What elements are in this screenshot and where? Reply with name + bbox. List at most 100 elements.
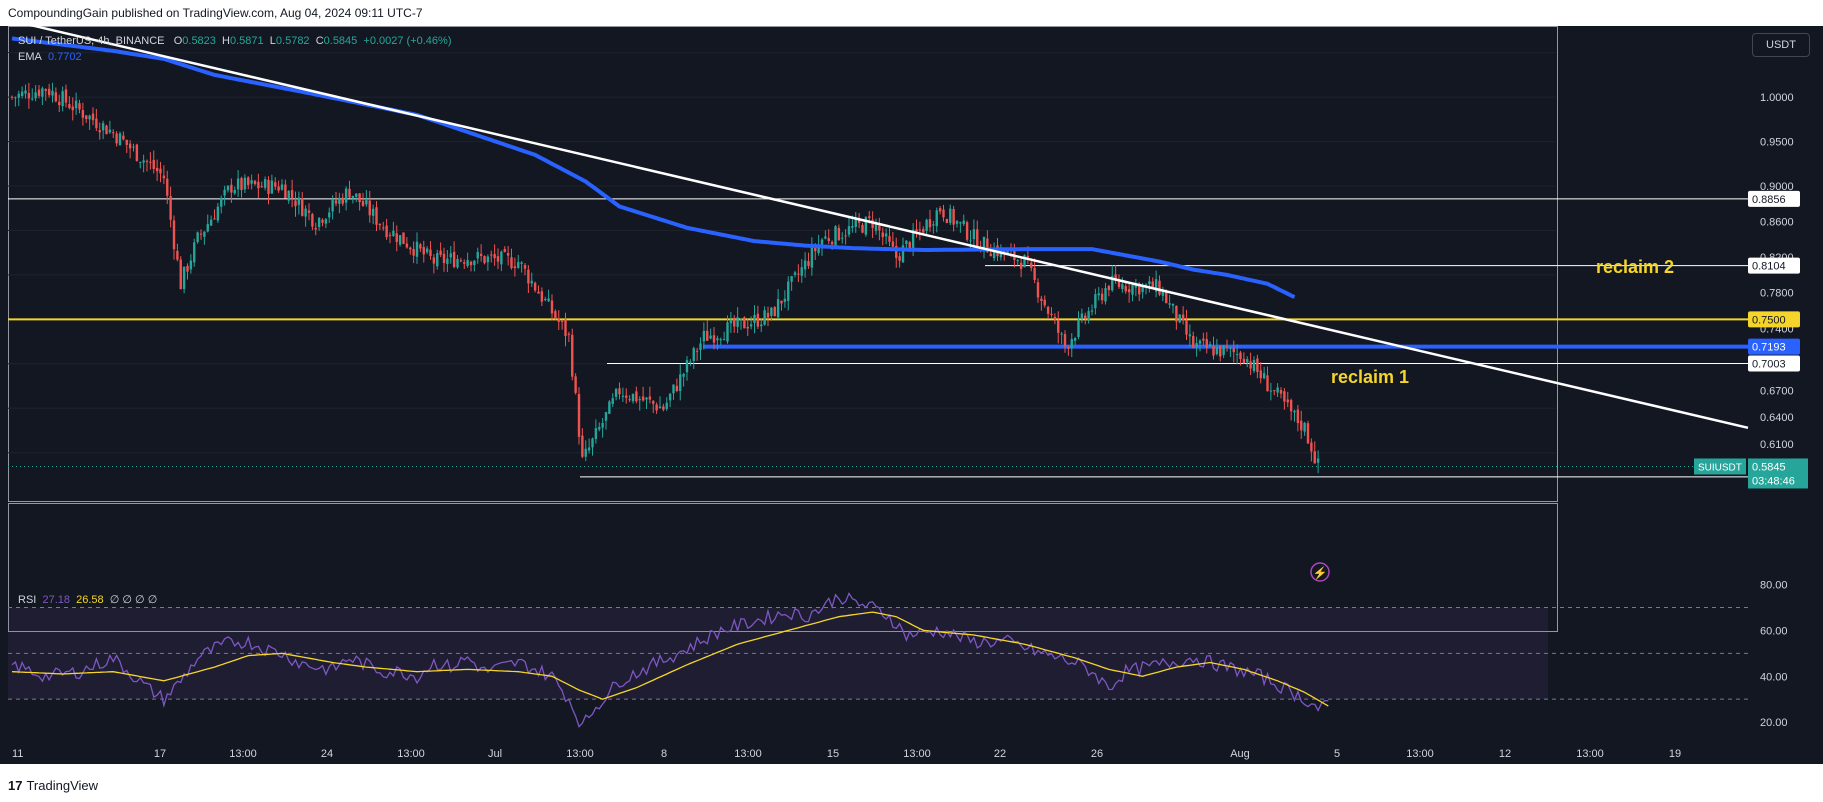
tradingview-logo-icon: 17 <box>8 778 23 793</box>
candle <box>287 191 290 201</box>
level-tag[interactable] <box>1748 257 1800 274</box>
candle <box>1192 336 1195 348</box>
open-value: 0.5823 <box>182 35 216 47</box>
candle <box>496 256 500 262</box>
candle <box>628 399 631 401</box>
candle <box>1252 359 1256 372</box>
x-tick-label: 24 <box>321 748 333 760</box>
candle <box>378 224 382 226</box>
candle <box>992 247 996 259</box>
symbol-label[interactable]: SUI / TetherUS, 4h, BINANCE <box>18 35 165 47</box>
candle <box>10 96 14 98</box>
candle <box>149 161 152 163</box>
legend-ema-row[interactable]: EMA 0.7702 <box>18 51 82 63</box>
candle <box>1225 346 1229 348</box>
symbol-tag-label: SUIUSDT <box>1698 462 1742 473</box>
level-tag-label: 0.7193 <box>1752 342 1786 354</box>
candle <box>169 196 172 220</box>
candle <box>1171 303 1175 306</box>
candle <box>1195 343 1198 348</box>
candle <box>790 276 793 282</box>
candle <box>1300 420 1303 431</box>
candle <box>31 98 34 100</box>
x-tick-label: 15 <box>827 748 839 760</box>
candle <box>351 195 355 199</box>
candle <box>206 224 209 232</box>
level-tag-label: 0.7003 <box>1752 359 1786 371</box>
candle <box>290 190 294 198</box>
candle <box>1084 315 1087 319</box>
candle <box>1134 284 1138 288</box>
candle <box>1161 291 1165 296</box>
candle <box>901 245 905 263</box>
candle <box>1046 306 1050 314</box>
candle <box>1316 458 1320 463</box>
candle <box>689 361 692 363</box>
candle <box>1168 303 1171 305</box>
reclaim-2-annotation[interactable]: reclaim 2 <box>1596 257 1674 277</box>
candle <box>675 385 679 391</box>
candle <box>44 89 47 91</box>
candle <box>419 244 422 249</box>
chart-panel[interactable] <box>0 26 1823 764</box>
candle <box>385 225 388 238</box>
candle <box>1003 249 1006 254</box>
rsi-ma-line <box>11 611 1329 707</box>
candle <box>344 188 348 203</box>
candle <box>402 232 405 244</box>
candle <box>1117 280 1121 287</box>
price-tick-label: 0.6100 <box>1760 439 1794 451</box>
candle <box>176 250 179 260</box>
candle <box>625 395 628 398</box>
candle <box>884 233 888 237</box>
candle <box>1232 348 1235 353</box>
candle <box>196 232 199 243</box>
dividend-event-icon[interactable] <box>1310 562 1330 582</box>
candle <box>922 229 925 233</box>
candle <box>648 396 652 400</box>
candle <box>631 393 635 402</box>
candle <box>807 261 810 266</box>
candle <box>513 266 517 269</box>
publisher-line: CompoundingGain published on TradingView… <box>8 6 423 20</box>
legend-rsi-row[interactable]: RSI 27.18 26.58 ∅ ∅ ∅ ∅ <box>18 593 157 606</box>
candle <box>638 399 641 401</box>
candle <box>243 177 247 190</box>
candle <box>41 88 44 97</box>
price-tag[interactable] <box>1748 458 1808 489</box>
lightning-icon: ⚡ <box>1313 566 1328 580</box>
level-tag[interactable] <box>1748 355 1800 372</box>
candle <box>125 139 128 145</box>
candle <box>162 175 166 179</box>
currency-button[interactable]: USDT <box>1752 33 1810 57</box>
candle <box>1202 338 1205 341</box>
rsi-label: RSI <box>18 594 37 606</box>
candle <box>1249 361 1252 369</box>
reclaim-1-annotation[interactable]: reclaim 1 <box>1331 367 1409 387</box>
candle <box>486 256 490 263</box>
candle <box>348 188 351 198</box>
symbol-tag[interactable] <box>1694 458 1746 475</box>
candle <box>476 251 479 259</box>
candle <box>1033 267 1036 280</box>
level-tag[interactable] <box>1748 190 1800 207</box>
candle <box>722 339 726 341</box>
candle <box>510 257 513 269</box>
candle <box>645 397 648 400</box>
candle <box>135 144 139 161</box>
candle <box>260 186 263 188</box>
level-tag[interactable] <box>1748 338 1800 355</box>
candle <box>314 227 317 230</box>
ema-line <box>11 36 1296 299</box>
candle <box>1266 375 1269 392</box>
candle <box>571 334 574 377</box>
trendline[interactable] <box>11 19 1749 430</box>
candle <box>685 360 689 373</box>
candle <box>186 265 189 272</box>
candle <box>1175 305 1178 322</box>
candle <box>1131 285 1134 295</box>
candle <box>854 219 857 227</box>
candle <box>824 236 827 239</box>
level-tag[interactable] <box>1748 311 1800 328</box>
